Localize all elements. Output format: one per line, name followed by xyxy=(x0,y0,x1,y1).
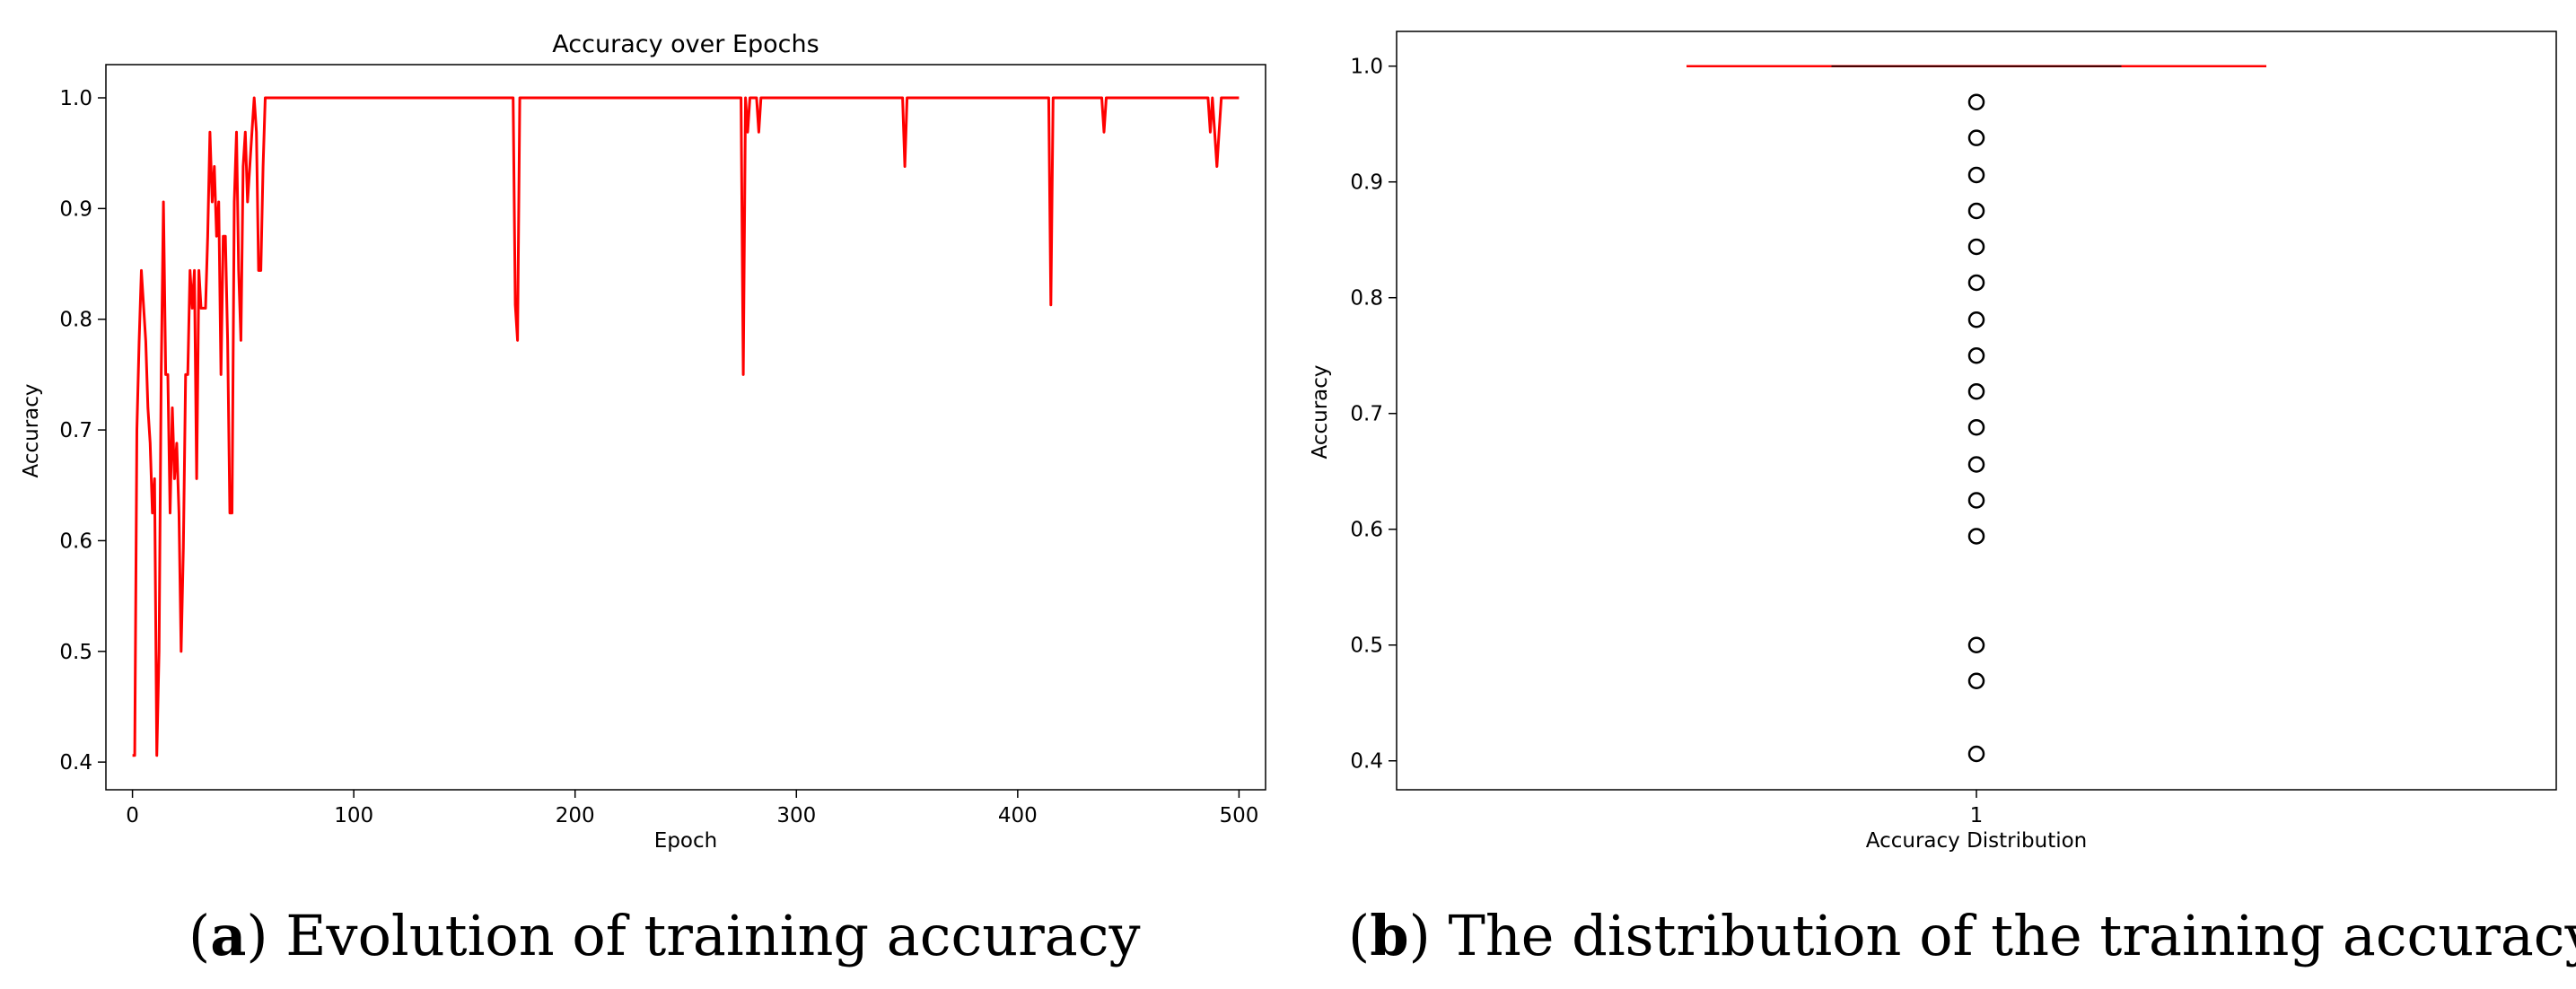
chart-a-xlabel: Epoch xyxy=(654,829,717,853)
chart-b-outlier xyxy=(1967,456,1985,473)
chart-a-ytick-label: 0.6 xyxy=(59,530,92,553)
chart-b-ylabel: Accuracy xyxy=(1309,364,1332,459)
chart-b-outlier xyxy=(1967,672,1985,689)
chart-b-outlier xyxy=(1967,492,1985,509)
chart-b-ytick-label: 0.4 xyxy=(1350,750,1383,774)
chart-a-series-line xyxy=(132,96,1240,757)
chart-b-outlier xyxy=(1967,238,1985,256)
caption-b-text: (b) The distribution of the training acc… xyxy=(1348,903,2576,968)
chart-b-ytick-label: 0.9 xyxy=(1350,171,1383,195)
chart-a-ytick-label: 0.9 xyxy=(59,197,92,221)
chart-a-xtick-label: 100 xyxy=(334,804,373,827)
chart-b-ytick-label: 0.5 xyxy=(1350,635,1383,658)
chart-b-outlier xyxy=(1967,636,1985,653)
chart-accuracy-over-epochs: Accuracy over Epochs 0.4 0.5 0.6 0.7 0.8 0.9 1… xyxy=(20,31,1266,853)
caption-a-letter: a xyxy=(210,903,246,968)
caption-a-description: Evolution of training accuracy xyxy=(285,903,1140,968)
caption-b-letter: b xyxy=(1370,903,1408,968)
chart-a-xtick-label: 300 xyxy=(776,804,816,827)
chart-b-ytick-label: 0.8 xyxy=(1350,287,1383,311)
chart-b-xlabel: Accuracy Distribution xyxy=(1866,829,2088,853)
chart-b-outlier xyxy=(1967,528,1985,545)
chart-b-outlier xyxy=(1967,129,1985,146)
chart-b-outlier xyxy=(1967,346,1985,364)
chart-accuracy-distribution: 0.4 0.5 0.6 0.7 0.8 0.9 1.0 1 Accuracy Distribu… xyxy=(1309,31,2557,853)
chart-a-xtick-label: 400 xyxy=(998,804,1038,827)
chart-b-frame xyxy=(1396,31,2557,791)
chart-b-outlier xyxy=(1967,382,1985,400)
caption-b-description: The distribution of the training accurac… xyxy=(1448,903,2576,968)
chart-a-xtick-label: 0 xyxy=(126,804,139,827)
chart-b-ytick-label: 0.7 xyxy=(1350,403,1383,426)
chart-b-outlier xyxy=(1967,274,1985,292)
chart-b-plot-area: 0.4 0.5 0.6 0.7 0.8 0.9 1.0 1 xyxy=(1350,31,2557,827)
chart-a-xtick-label: 200 xyxy=(556,804,595,827)
chart-a-ylabel: Accuracy xyxy=(20,383,43,477)
chart-a-frame xyxy=(105,64,1266,791)
chart-b-outlier xyxy=(1967,202,1985,220)
chart-b-outlier xyxy=(1967,418,1985,436)
chart-b-outlier xyxy=(1967,93,1985,110)
chart-b-outlier xyxy=(1967,745,1985,763)
chart-a-ytick-label: 0.5 xyxy=(59,641,92,664)
caption-b: (b) The distribution of the training acc… xyxy=(1348,903,2576,968)
chart-b-ytick-label: 1.0 xyxy=(1350,56,1383,79)
chart-a-ytick-label: 0.7 xyxy=(59,419,92,442)
chart-a-ytick-label: 0.8 xyxy=(59,309,92,332)
caption-a-text: (a) Evolution of training accuracy xyxy=(188,903,1141,968)
chart-b-outlier xyxy=(1967,166,1985,184)
chart-a-xtick-label: 500 xyxy=(1219,804,1258,827)
caption-a: (a) Evolution of training accuracy xyxy=(188,903,1141,968)
chart-b-xtick-label: 1 xyxy=(1970,804,1984,827)
chart-a-ytick-label: 1.0 xyxy=(59,87,92,110)
chart-a-plot-area: 0.4 0.5 0.6 0.7 0.8 0.9 1.0 0 100 200 300 400 500 xyxy=(59,64,1266,827)
chart-b-outlier xyxy=(1967,311,1985,328)
chart-a-title: Accuracy over Epochs xyxy=(552,31,819,58)
chart-b-ytick-label: 0.6 xyxy=(1350,519,1383,542)
chart-a-ytick-label: 0.4 xyxy=(59,751,92,775)
